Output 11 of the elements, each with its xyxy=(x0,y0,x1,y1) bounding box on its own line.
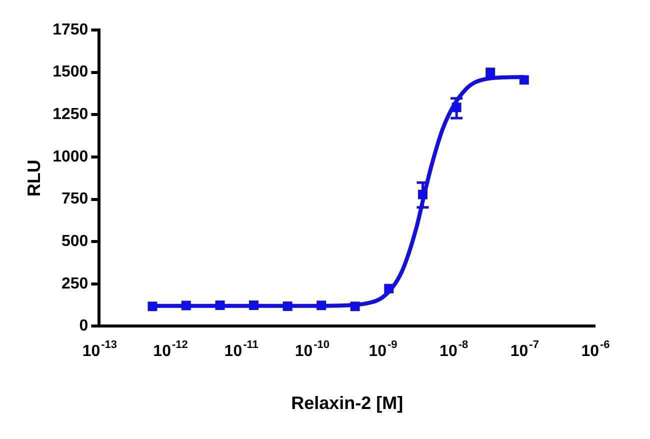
y-tick-label: 1250 xyxy=(52,106,88,124)
y-tick-label: 500 xyxy=(61,232,88,250)
y-tick-label: 750 xyxy=(61,190,88,208)
y-axis-title: RLU xyxy=(24,160,44,197)
point xyxy=(486,68,496,78)
y-tick-label: 1750 xyxy=(52,21,88,38)
y-tick-label: 1500 xyxy=(52,64,88,81)
y-tick-label: 0 xyxy=(79,318,88,335)
y-tick-label: 1000 xyxy=(52,148,88,166)
y-tick-label: 250 xyxy=(61,275,88,292)
x-axis-title: Relaxin-2 [M] xyxy=(291,393,404,414)
